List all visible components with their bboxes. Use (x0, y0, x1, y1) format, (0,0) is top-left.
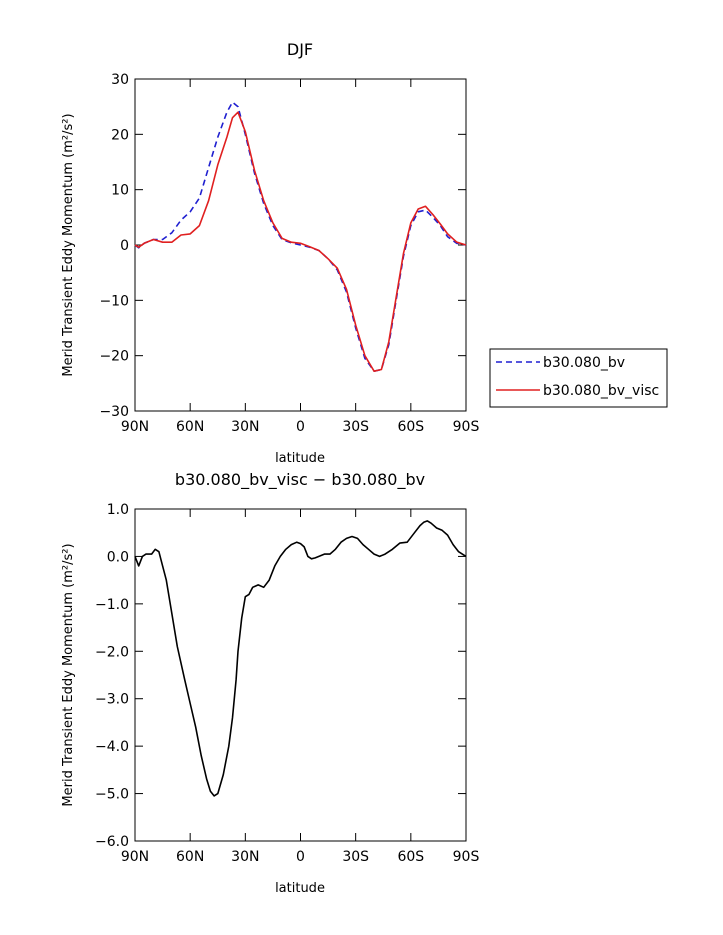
bottom-panel-xlabel: latitude (275, 881, 325, 896)
top-panel-title: DJF (287, 40, 313, 59)
legend-frame (489, 348, 668, 408)
y-tick-label: −4.0 (95, 739, 129, 755)
y-tick-label: −5.0 (95, 787, 129, 803)
top-panel-xlabel: latitude (275, 451, 325, 466)
x-tick-label: 0 (296, 849, 305, 865)
x-tick-label: 60N (176, 419, 204, 435)
series-line-1 (134, 111, 467, 372)
x-tick-label: 30N (231, 419, 259, 435)
legend-label-bv: b30.080_bv (543, 355, 625, 371)
y-tick-label: −10 (99, 293, 129, 309)
x-tick-label: 30S (342, 419, 369, 435)
x-tick-label: 60S (397, 419, 424, 435)
x-tick-label: 0 (296, 419, 305, 435)
top-panel-ylabel: Merid Transient Eddy Momentum (m²/s²) (61, 113, 76, 376)
x-tick-label: 60S (397, 849, 424, 865)
series-line-0 (134, 101, 467, 372)
y-tick-label: 20 (111, 127, 129, 143)
x-tick-label: 90S (453, 849, 480, 865)
x-tick-label: 90N (121, 849, 149, 865)
top-panel: DJF 30 20 10 0 −10 −20 −30 90N 60N 30N 0 30S 60S 90S… (61, 40, 668, 466)
legend-label-visc: b30.080_bv_visc (543, 383, 659, 399)
y-tick-label: −6.0 (95, 834, 129, 850)
series-line-0 (134, 520, 467, 797)
x-tick-label: 60N (176, 849, 204, 865)
y-tick-label: −20 (99, 349, 129, 365)
y-tick-label: 1.0 (107, 502, 129, 518)
x-tick-label: 30S (342, 849, 369, 865)
x-tick-label: 30N (231, 849, 259, 865)
y-tick-label: 10 (111, 183, 129, 199)
y-tick-label: −30 (99, 404, 129, 420)
x-tick-label: 90N (121, 419, 149, 435)
y-tick-label: −2.0 (95, 644, 129, 660)
y-tick-label: 30 (111, 72, 129, 88)
bottom-panel-frame (134, 508, 467, 842)
x-tick-label: 90S (453, 419, 480, 435)
y-tick-label: 0.0 (107, 549, 129, 565)
bottom-panel-title: b30.080_bv_visc − b30.080_bv (175, 470, 425, 490)
y-tick-label: −3.0 (95, 692, 129, 708)
bottom-panel-ylabel: Merid Transient Eddy Momentum (m²/s²) (61, 543, 76, 806)
y-tick-label: 0 (120, 238, 129, 254)
legend: b30.080_bv b30.080_bv_visc (489, 348, 668, 408)
bottom-panel: b30.080_bv_visc − b30.080_bv 1.0 0.0 −1.0 −… (61, 470, 479, 896)
y-tick-label: −1.0 (95, 597, 129, 613)
